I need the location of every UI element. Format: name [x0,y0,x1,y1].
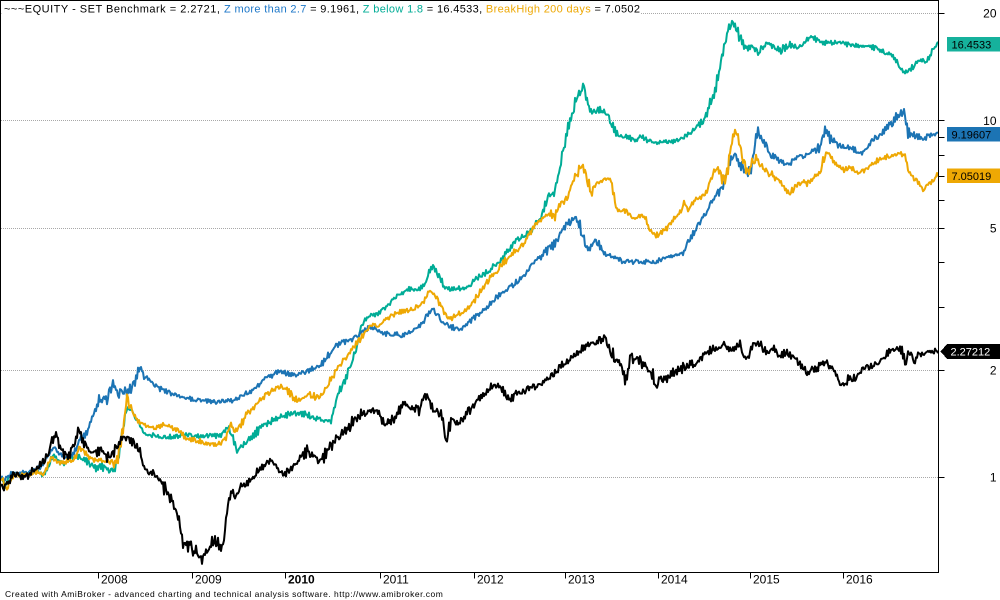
svg-text:10: 10 [983,114,997,128]
svg-text:20: 20 [983,7,997,21]
svg-text:1: 1 [990,471,997,485]
svg-text:Created with AmiBroker - advan: Created with AmiBroker - advanced charti… [5,589,443,599]
svg-text:2014: 2014 [661,573,688,587]
svg-text:2015: 2015 [753,573,780,587]
svg-text:2012: 2012 [477,573,504,587]
svg-text:~~~EQUITY - SET Benchmark = 2.: ~~~EQUITY - SET Benchmark = 2.2721, Z mo… [4,4,640,16]
svg-text:2016: 2016 [846,573,873,587]
svg-text:2: 2 [990,364,997,378]
svg-text:2008: 2008 [101,573,128,587]
svg-text:5: 5 [990,222,997,236]
svg-text:2011: 2011 [383,573,409,587]
svg-text:2009: 2009 [195,573,222,587]
svg-text:2013: 2013 [568,573,595,587]
svg-text:16.4533: 16.4533 [952,40,992,52]
svg-text:9.19607: 9.19607 [952,130,992,142]
svg-text:7.05019: 7.05019 [952,171,992,183]
svg-text:2010: 2010 [288,573,315,587]
svg-text:2.27212: 2.27212 [951,347,991,359]
